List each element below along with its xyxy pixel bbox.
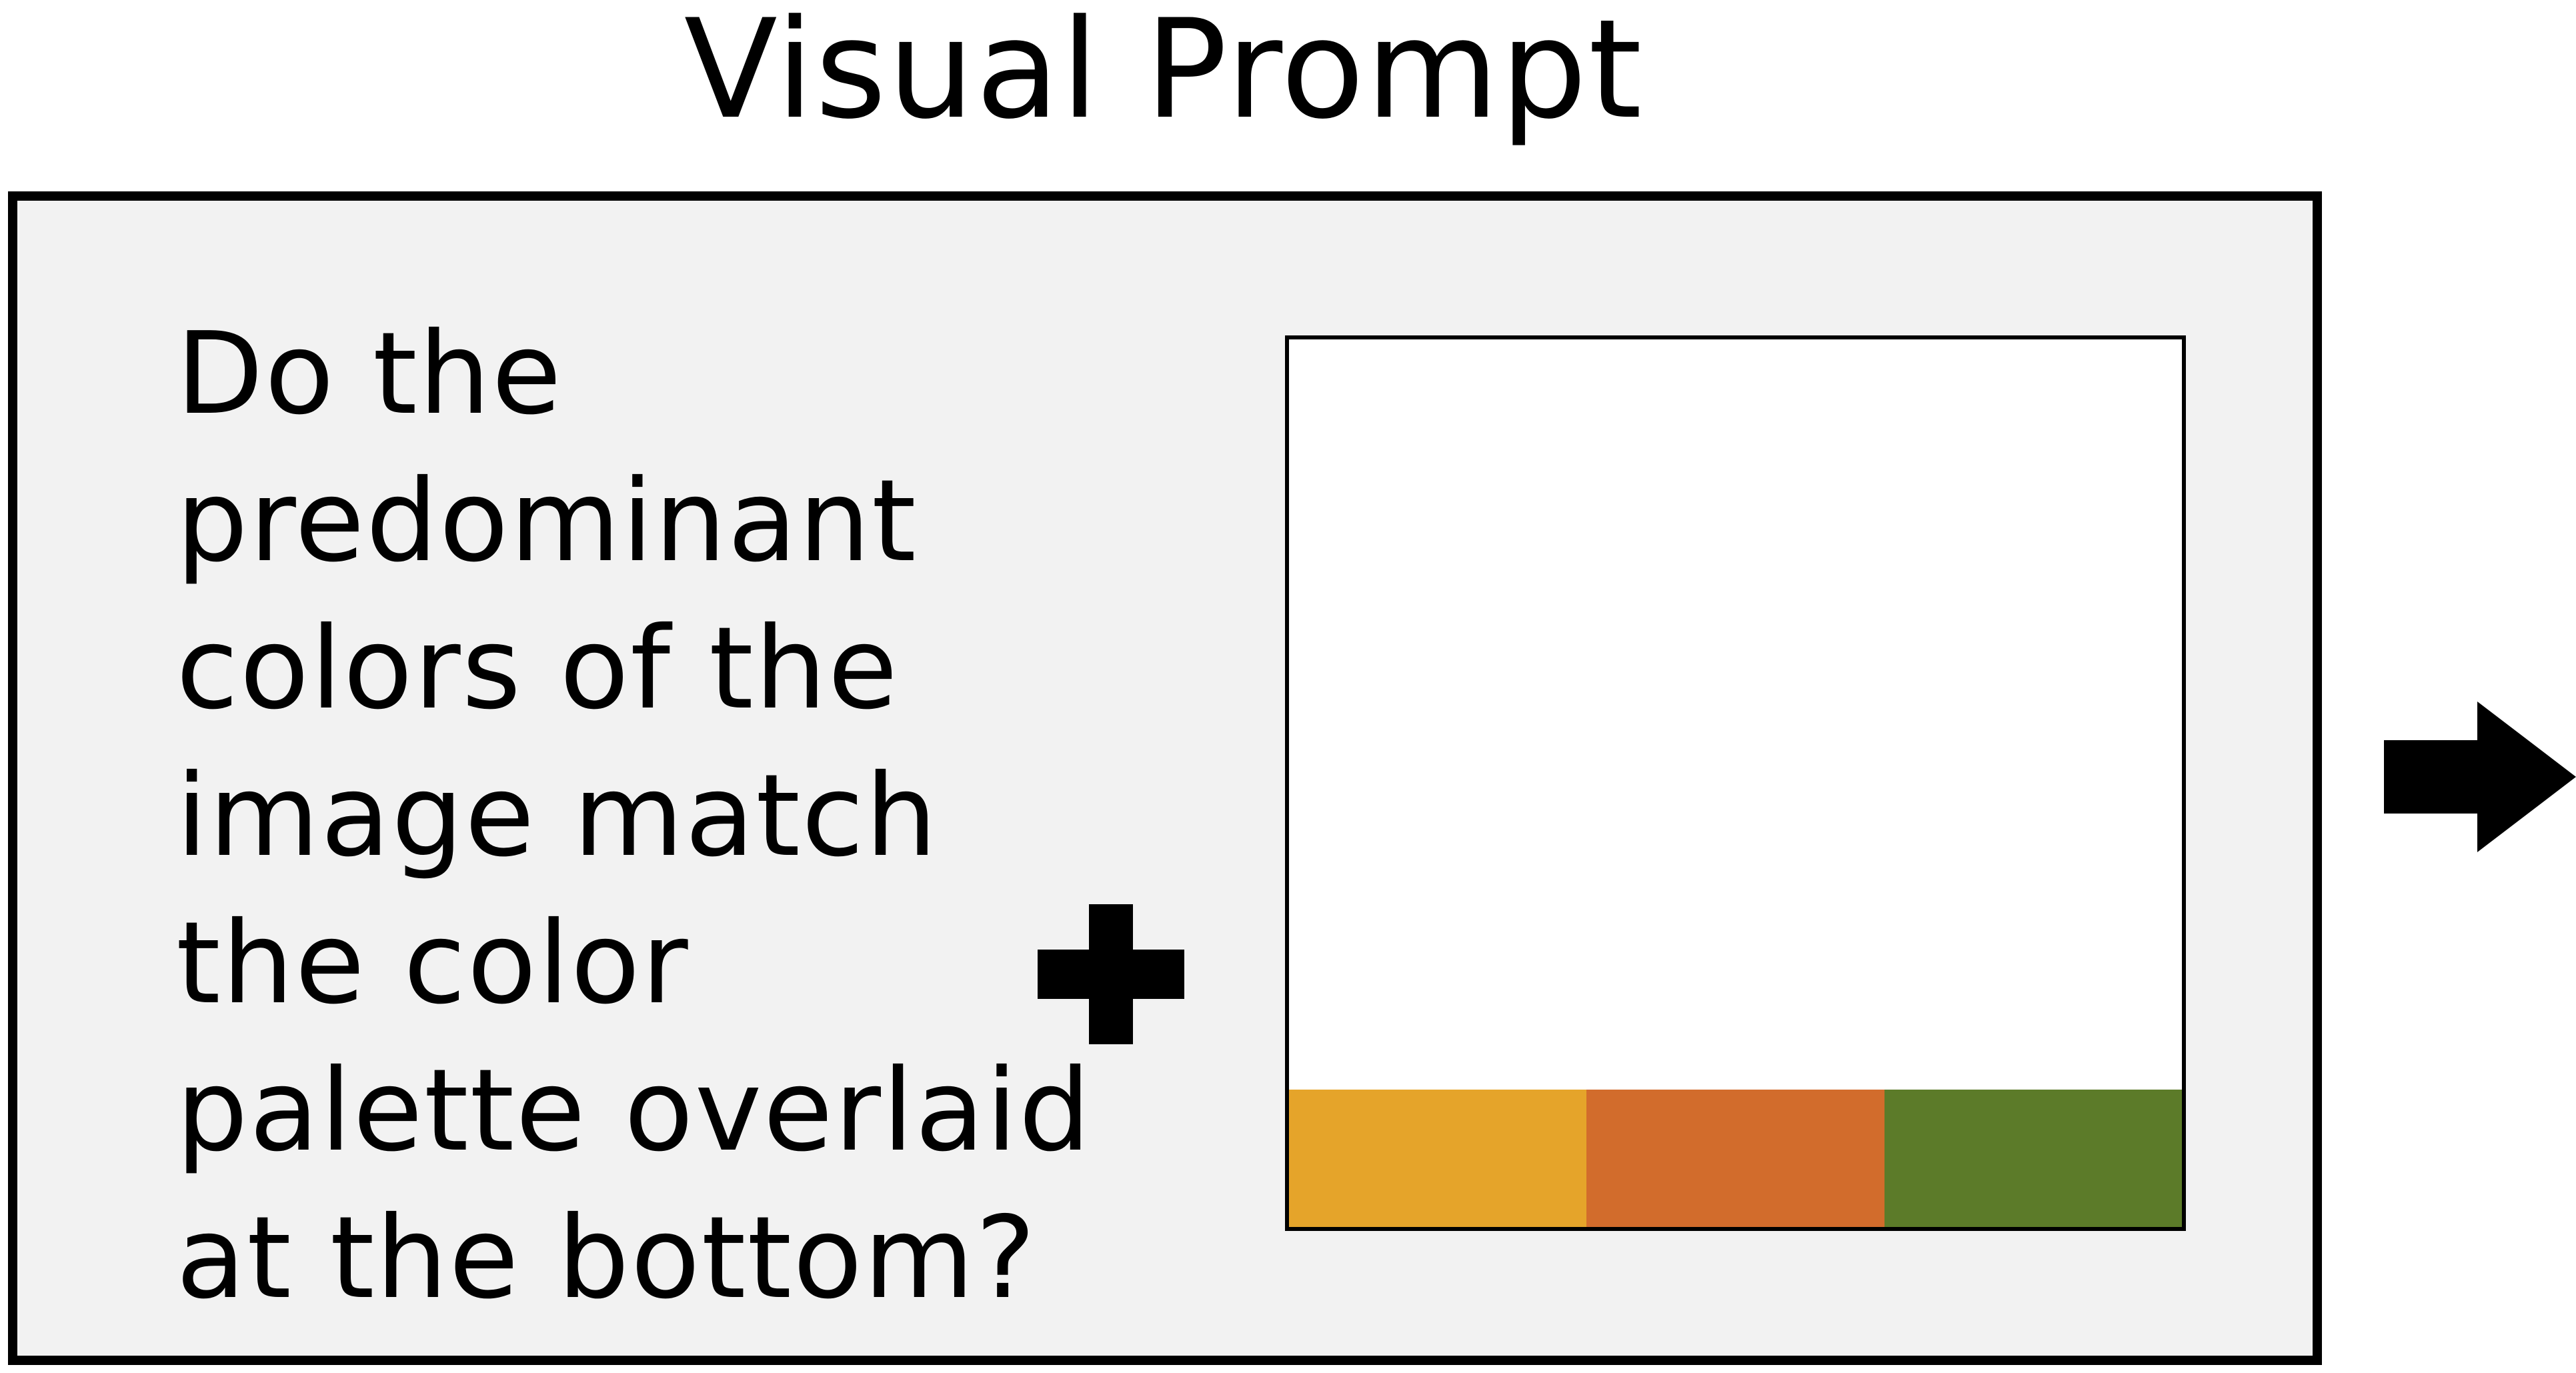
arrow-right-icon xyxy=(2384,702,2576,852)
question-text: Do the predominant colors of the image m… xyxy=(176,301,1092,1332)
image-area xyxy=(1289,339,2182,1090)
palette-swatch xyxy=(1289,1090,1587,1227)
visual-prompt-panel: Do the predominant colors of the image m… xyxy=(8,191,2322,1365)
question-line: palette overlaid xyxy=(176,1045,1092,1177)
diagram-title: Visual Prompt xyxy=(684,0,1644,149)
palette-swatch xyxy=(1586,1090,1884,1227)
color-palette xyxy=(1289,1090,2182,1227)
question-line: predominant xyxy=(176,455,918,587)
image-with-palette xyxy=(1285,335,2186,1231)
question-line: at the bottom? xyxy=(176,1192,1037,1324)
palette-swatch xyxy=(1884,1090,2182,1227)
question-line: image match xyxy=(176,750,939,882)
plus-icon xyxy=(1038,904,1184,1044)
question-line: colors of the xyxy=(176,603,900,735)
question-line: Do the xyxy=(176,308,563,440)
question-line: the color xyxy=(176,898,690,1030)
